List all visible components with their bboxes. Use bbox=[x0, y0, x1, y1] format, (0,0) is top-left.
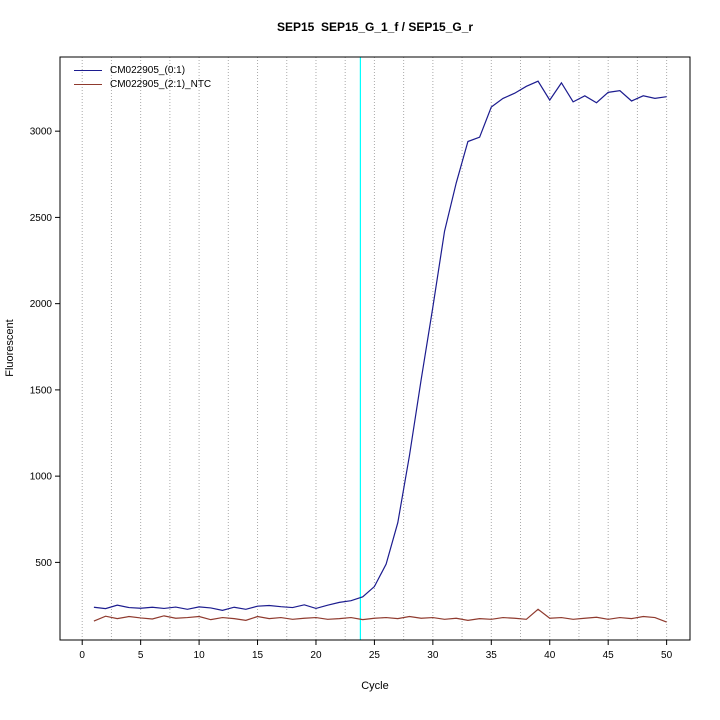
chart-title: SEP15 SEP15_G_1_f / SEP15_G_r bbox=[276, 20, 474, 34]
x-tick-label: 35 bbox=[486, 650, 498, 661]
legend-label-series-0: CM022905_(0:1) bbox=[110, 64, 186, 76]
y-tick-label: 2500 bbox=[30, 213, 53, 224]
legend: CM022905_(0:1) CM022905_(2:1)_NTC bbox=[74, 63, 211, 91]
x-tick-label: 50 bbox=[661, 650, 673, 661]
y-tick-label: 1500 bbox=[30, 385, 53, 396]
x-tick-label: 40 bbox=[544, 650, 556, 661]
x-tick-label: 10 bbox=[194, 650, 206, 661]
x-tick-label: 15 bbox=[252, 650, 264, 661]
x-tick-label: 20 bbox=[310, 650, 322, 661]
legend-label-series-1: CM022905_(2:1)_NTC bbox=[110, 78, 212, 90]
y-axis-label: Fluorescent bbox=[4, 319, 16, 377]
x-axis-label: Cycle bbox=[361, 680, 389, 692]
y-tick-label: 1000 bbox=[30, 472, 53, 483]
legend-line-series-0 bbox=[74, 69, 102, 71]
x-tick-label: 30 bbox=[427, 650, 439, 661]
x-tick-label: 5 bbox=[138, 650, 144, 661]
x-tick-label: 0 bbox=[79, 650, 85, 661]
x-tick-label: 25 bbox=[369, 650, 381, 661]
legend-line-series-1 bbox=[74, 83, 102, 85]
y-tick-label: 2000 bbox=[30, 299, 53, 310]
legend-item: CM022905_(2:1)_NTC bbox=[74, 77, 211, 91]
legend-item: CM022905_(0:1) bbox=[74, 63, 211, 77]
y-tick-label: 3000 bbox=[30, 127, 53, 138]
x-tick-label: 45 bbox=[603, 650, 615, 661]
y-tick-label: 500 bbox=[35, 558, 52, 569]
